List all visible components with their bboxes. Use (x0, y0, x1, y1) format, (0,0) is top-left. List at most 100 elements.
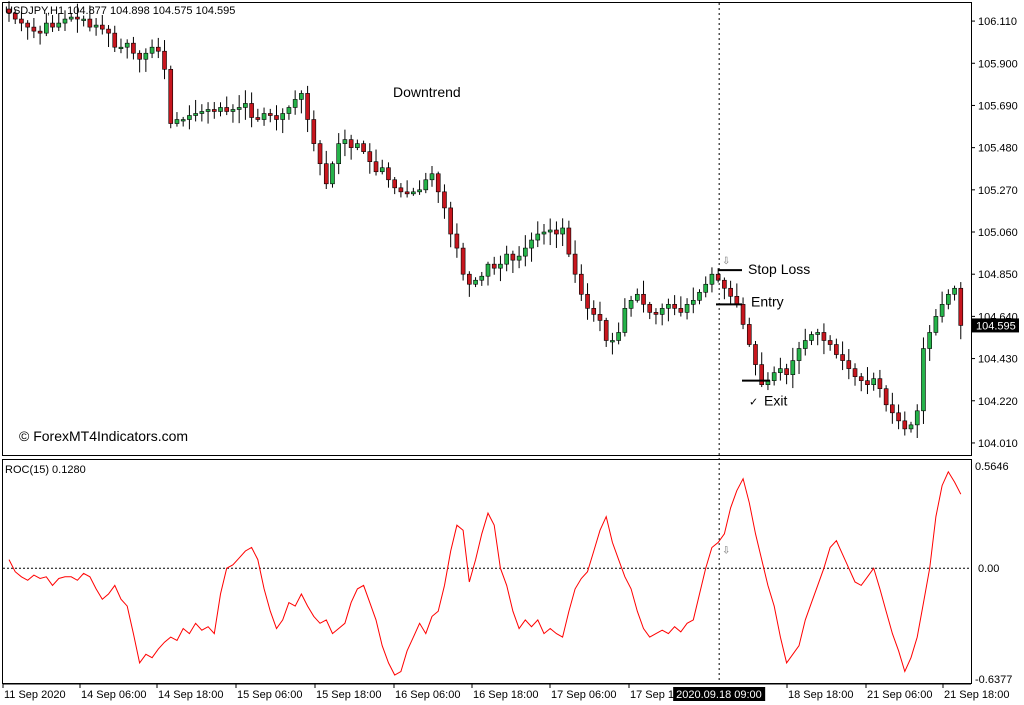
bullish-candle[interactable] (666, 304, 671, 309)
bullish-candle[interactable] (771, 372, 777, 381)
bullish-candle[interactable] (516, 255, 522, 261)
bearish-candle[interactable] (398, 187, 404, 193)
bearish-candle[interactable] (641, 293, 646, 305)
bearish-candle[interactable] (87, 18, 93, 28)
bullish-candle[interactable] (802, 340, 808, 349)
bullish-candle[interactable] (628, 300, 634, 309)
bearish-candle[interactable] (572, 253, 578, 275)
bullish-candle[interactable] (703, 283, 709, 293)
bearish-candle[interactable] (653, 312, 659, 315)
bearish-candle[interactable] (585, 293, 590, 309)
bullish-candle[interactable] (946, 293, 951, 305)
bullish-candle[interactable] (261, 113, 267, 120)
bearish-candle[interactable] (728, 287, 733, 297)
bullish-candle[interactable] (815, 332, 821, 335)
bearish-candle[interactable] (75, 16, 80, 20)
bearish-candle[interactable] (491, 263, 497, 269)
bearish-candle[interactable] (404, 191, 410, 195)
bullish-candle[interactable] (659, 308, 665, 315)
bullish-candle[interactable] (44, 22, 49, 34)
bullish-candle[interactable] (81, 18, 86, 21)
bullish-candle[interactable] (485, 263, 491, 277)
bearish-candle[interactable] (846, 360, 852, 369)
bearish-candle[interactable] (155, 46, 161, 52)
bearish-candle[interactable] (249, 103, 254, 118)
bearish-candle[interactable] (31, 26, 37, 32)
bearish-candle[interactable] (902, 420, 908, 430)
bearish-candle[interactable] (834, 344, 839, 355)
bearish-candle[interactable] (715, 273, 721, 281)
bearish-candle[interactable] (435, 173, 441, 193)
bearish-candle[interactable] (852, 368, 858, 377)
bearish-candle[interactable] (448, 207, 453, 235)
bearish-candle[interactable] (865, 380, 870, 385)
bullish-candle[interactable] (690, 300, 696, 305)
bearish-candle[interactable] (890, 404, 895, 414)
bearish-candle[interactable] (554, 229, 559, 235)
bearish-candle[interactable] (6, 8, 12, 14)
bullish-candle[interactable] (504, 253, 509, 265)
bearish-candle[interactable] (753, 344, 758, 365)
bullish-candle[interactable] (778, 368, 783, 373)
bearish-candle[interactable] (106, 28, 111, 34)
bullish-candle[interactable] (479, 275, 485, 281)
bullish-candle[interactable] (560, 227, 565, 235)
bullish-candle[interactable] (547, 229, 553, 233)
bullish-candle[interactable] (280, 113, 286, 120)
bearish-candle[interactable] (168, 68, 174, 124)
bullish-candle[interactable] (616, 332, 621, 341)
bullish-candle[interactable] (243, 103, 248, 108)
bearish-candle[interactable] (442, 191, 447, 209)
bearish-candle[interactable] (759, 364, 765, 385)
bullish-candle[interactable] (498, 263, 503, 269)
bearish-candle[interactable] (883, 388, 889, 406)
bullish-candle[interactable] (336, 143, 342, 165)
bullish-candle[interactable] (790, 360, 796, 375)
bearish-candle[interactable] (784, 368, 789, 375)
bullish-candle[interactable] (933, 316, 939, 333)
bearish-candle[interactable] (647, 304, 653, 313)
bearish-candle[interactable] (510, 253, 516, 261)
bullish-candle[interactable] (610, 340, 615, 343)
bearish-candle[interactable] (100, 24, 105, 30)
bullish-candle[interactable] (939, 304, 945, 317)
bearish-candle[interactable] (454, 233, 460, 249)
bearish-candle[interactable] (392, 179, 397, 189)
bearish-candle[interactable] (840, 354, 845, 361)
bullish-candle[interactable] (230, 109, 236, 112)
bearish-candle[interactable] (386, 167, 391, 181)
bearish-candle[interactable] (603, 320, 609, 341)
bullish-candle[interactable] (174, 119, 180, 124)
bullish-candle[interactable] (68, 16, 74, 20)
bullish-candle[interactable] (379, 167, 385, 173)
bearish-candle[interactable] (131, 42, 136, 54)
bullish-candle[interactable] (523, 247, 528, 257)
bullish-candle[interactable] (180, 119, 186, 122)
bullish-candle[interactable] (684, 304, 690, 313)
bearish-candle[interactable] (162, 50, 167, 70)
bearish-candle[interactable] (467, 273, 472, 285)
bullish-candle[interactable] (93, 24, 99, 28)
bullish-candle[interactable] (423, 179, 429, 191)
bullish-candle[interactable] (914, 410, 920, 426)
bearish-candle[interactable] (323, 163, 329, 185)
bearish-candle[interactable] (211, 109, 217, 112)
bearish-candle[interactable] (112, 32, 118, 48)
bearish-candle[interactable] (137, 52, 142, 60)
bullish-candle[interactable] (411, 191, 416, 195)
bullish-candle[interactable] (124, 42, 130, 48)
bearish-candle[interactable] (12, 12, 18, 20)
bullish-candle[interactable] (809, 334, 814, 341)
bearish-candle[interactable] (597, 314, 603, 321)
bullish-candle[interactable] (56, 22, 62, 28)
bearish-candle[interactable] (591, 308, 597, 315)
bullish-candle[interactable] (292, 99, 298, 108)
bearish-candle[interactable] (746, 324, 752, 345)
bearish-candle[interactable] (348, 139, 354, 148)
bearish-candle[interactable] (877, 378, 883, 390)
bullish-candle[interactable] (286, 107, 292, 114)
bullish-candle[interactable] (118, 46, 124, 49)
bearish-candle[interactable] (958, 287, 964, 326)
bullish-candle[interactable] (199, 111, 205, 114)
